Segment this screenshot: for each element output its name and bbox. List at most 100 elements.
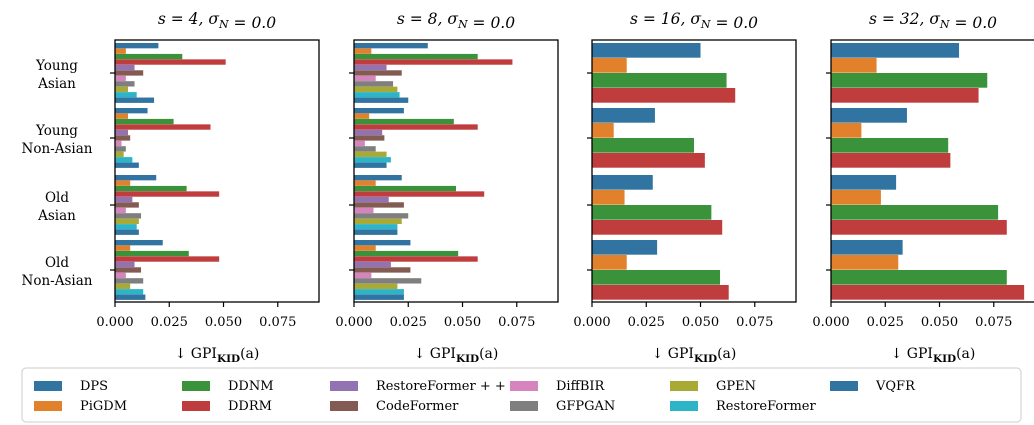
bar-gpen-2 bbox=[115, 151, 124, 157]
x-tick-label: 0.075 bbox=[736, 315, 773, 330]
bar-diffbir-4 bbox=[115, 272, 126, 279]
bar-ddrm-1 bbox=[115, 59, 226, 65]
bar-ddrm-1 bbox=[354, 59, 513, 65]
legend-swatch-ddrm bbox=[182, 401, 210, 411]
legend-label-vqfr: VQFR bbox=[875, 379, 916, 394]
bar-dps-2 bbox=[831, 108, 907, 123]
bar-ddnm-4 bbox=[354, 250, 459, 257]
bar-pigdm-3 bbox=[592, 190, 625, 205]
legend: DPS PiGDM DDNM DDRM RestoreFormer + + CodeFor… bbox=[21, 367, 1022, 423]
legend-box bbox=[21, 367, 1022, 423]
bar-restoreformer--4 bbox=[354, 261, 391, 268]
legend-label-restoreformer: RestoreFormer bbox=[716, 399, 816, 414]
bar-diffbir-2 bbox=[115, 140, 122, 147]
bar-diffbir-1 bbox=[115, 75, 126, 82]
bar-gfpgan-4 bbox=[354, 278, 422, 284]
legend-label-gpen: GPEN bbox=[716, 379, 756, 394]
panel-title: s = 4, σN = 0.0 bbox=[158, 10, 276, 32]
legend-swatch-ddnm bbox=[182, 381, 210, 391]
bar-ddnm-3 bbox=[592, 205, 712, 220]
bar-diffbir-1 bbox=[354, 75, 376, 82]
x-tick-label: 0.025 bbox=[390, 315, 427, 330]
bar-dps-1 bbox=[354, 43, 428, 49]
bar-gfpgan-1 bbox=[354, 81, 394, 87]
bar-restoreformer--3 bbox=[354, 196, 389, 203]
x-tick-label: 0.075 bbox=[975, 315, 1012, 330]
x-tick-label: 0.000 bbox=[335, 315, 372, 330]
bar-dps-3 bbox=[354, 175, 402, 181]
bar-dps-1 bbox=[115, 43, 159, 49]
bar-ddnm-4 bbox=[115, 250, 189, 257]
x-tick-label: 0.050 bbox=[205, 315, 242, 330]
x-tick-label: 0.050 bbox=[682, 315, 719, 330]
bar-vqfr-1 bbox=[115, 97, 155, 103]
bar-restoreformer-3 bbox=[354, 224, 398, 230]
x-tick-label: 0.050 bbox=[444, 315, 481, 330]
legend-swatch-gpen bbox=[670, 381, 698, 391]
bar-pigdm-1 bbox=[115, 48, 126, 54]
bar-gpen-3 bbox=[354, 218, 402, 224]
legend-label-dps: DPS bbox=[80, 379, 108, 394]
bar-codeformer-3 bbox=[115, 202, 139, 208]
legend-label-pigdm: PiGDM bbox=[80, 399, 127, 414]
bar-pigdm-3 bbox=[354, 180, 376, 186]
bar-gpen-4 bbox=[115, 283, 131, 289]
bar-gfpgan-2 bbox=[115, 146, 126, 152]
bar-vqfr-3 bbox=[354, 229, 398, 235]
x-tick-label: 0.000 bbox=[573, 315, 610, 330]
x-axis-label: ↓ GPIKID(a) bbox=[891, 346, 976, 365]
bar-diffbir-2 bbox=[354, 140, 365, 147]
panel-2: s = 8, σN = 0.0 0.000 0.025 0.050 0.075 ↓ GPI… bbox=[335, 10, 559, 365]
bar-gfpgan-2 bbox=[354, 146, 376, 152]
x-tick-label: 0.075 bbox=[498, 315, 535, 330]
category-label: Young Non-Asian bbox=[22, 123, 93, 157]
bar-vqfr-3 bbox=[115, 229, 139, 235]
bar-ddnm-2 bbox=[354, 118, 454, 125]
bar-restoreformer-1 bbox=[354, 92, 400, 98]
bar-pigdm-2 bbox=[115, 113, 129, 119]
bar-dps-3 bbox=[115, 175, 157, 181]
bar-diffbir-4 bbox=[354, 272, 372, 279]
bar-ddrm-4 bbox=[592, 285, 729, 300]
bar-ddrm-2 bbox=[354, 124, 478, 130]
bar-dps-4 bbox=[115, 240, 163, 246]
bar-gpen-4 bbox=[354, 283, 398, 289]
bar-restoreformer--4 bbox=[115, 261, 135, 268]
bar-vqfr-2 bbox=[354, 162, 387, 168]
x-tick-label: 0.000 bbox=[812, 315, 849, 330]
bar-gfpgan-3 bbox=[354, 213, 409, 219]
bar-dps-2 bbox=[354, 108, 404, 114]
bar-gpen-2 bbox=[354, 151, 387, 157]
bar-gpen-1 bbox=[115, 86, 129, 92]
bar-ddnm-1 bbox=[592, 73, 727, 88]
x-tick-label: 0.025 bbox=[628, 315, 665, 330]
bar-pigdm-4 bbox=[831, 255, 899, 270]
axes-frame bbox=[114, 39, 320, 303]
bar-dps-1 bbox=[831, 43, 960, 58]
bar-restoreformer--3 bbox=[115, 196, 133, 203]
bar-dps-2 bbox=[115, 108, 148, 114]
axes-frame bbox=[591, 39, 797, 303]
bar-ddnm-1 bbox=[115, 53, 183, 60]
bar-ddnm-4 bbox=[831, 270, 1007, 285]
bar-diffbir-3 bbox=[115, 207, 126, 214]
bar-ddrm-3 bbox=[592, 220, 723, 235]
bar-codeformer-4 bbox=[354, 267, 411, 273]
bar-restoreformer-3 bbox=[115, 224, 137, 230]
panel-3: s = 16, σN = 0.0 0.000 0.025 0.050 0.075 ↓ GP… bbox=[573, 10, 797, 365]
bar-pigdm-4 bbox=[354, 245, 376, 251]
bar-pigdm-1 bbox=[831, 58, 877, 73]
category-label: Old Non-Asian bbox=[22, 255, 93, 289]
bar-vqfr-1 bbox=[354, 97, 409, 103]
bar-restoreformer-2 bbox=[354, 157, 391, 163]
bar-dps-4 bbox=[592, 240, 658, 255]
bar-ddnm-2 bbox=[831, 138, 949, 153]
axes-frame bbox=[830, 39, 1034, 303]
panel-1: s = 4, σN = 0.0 0.000 0.025 0.050 0.075 ↓ GPI… bbox=[96, 10, 320, 365]
bar-codeformer-1 bbox=[354, 70, 402, 76]
bar-ddrm-3 bbox=[831, 220, 1007, 235]
bar-gfpgan-1 bbox=[115, 81, 135, 87]
legend-swatch-restoreformer bbox=[330, 381, 358, 391]
bar-codeformer-3 bbox=[354, 202, 404, 208]
legend-swatch-vqfr bbox=[830, 381, 858, 391]
